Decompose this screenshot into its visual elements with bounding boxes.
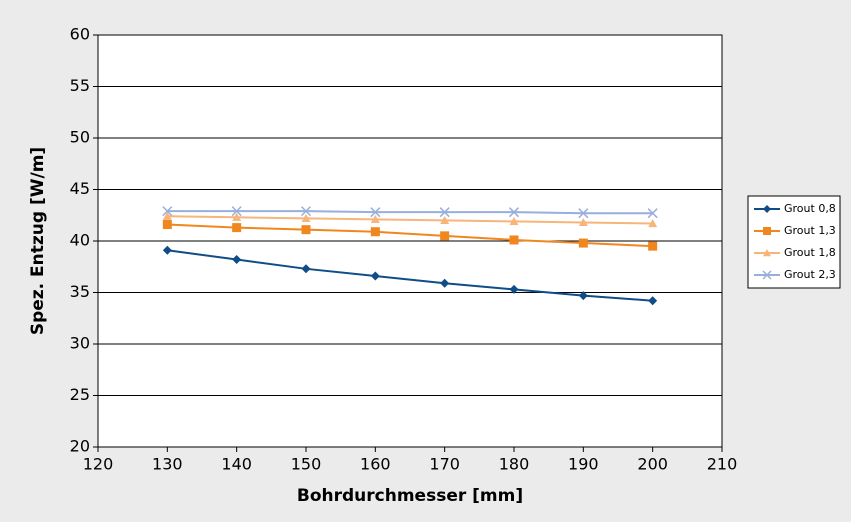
marker [648,218,658,228]
marker [370,271,380,281]
marker [300,206,312,217]
marker [439,207,450,218]
marker [162,220,172,230]
marker [370,207,381,218]
marker [578,238,588,248]
marker [162,245,172,255]
y-tick-label: 50 [70,128,90,147]
y-tick-label: 25 [70,385,90,404]
legend-box [747,195,841,289]
marker [440,215,450,224]
x-tick-label: 200 [637,455,668,474]
x-tick-label: 150 [291,455,322,474]
series-line [167,223,653,248]
series-line [167,249,653,302]
x-axis-title: Bohrdurchmesser [mm] [297,486,523,506]
legend-label: Grout 2,3 [784,268,836,281]
legend-label: Grout 1,3 [784,224,836,237]
marker [440,278,450,288]
series-line [167,215,653,225]
legend-marker [763,205,771,213]
marker [648,296,658,306]
y-tick-label: 40 [70,231,90,250]
marker [301,225,311,235]
marker [232,212,242,221]
y-tick-label: 30 [70,334,90,353]
series-line [167,210,653,215]
legend-marker [763,227,771,235]
y-axis-title: Spez. Entzug [W/m] [28,147,48,335]
y-tick-label: 60 [70,25,90,44]
legend-marker [763,249,771,257]
marker [509,235,519,245]
marker [578,208,589,219]
x-tick-label: 210 [707,455,738,474]
legend-label: Grout 1,8 [784,246,836,259]
marker [301,264,311,274]
y-tick-label: 55 [70,76,90,95]
y-tick-label: 35 [70,282,90,301]
marker [509,284,519,294]
marker [232,255,242,265]
marker [370,214,380,223]
x-tick-label: 140 [221,455,252,474]
marker [370,227,380,237]
marker [648,241,658,251]
marker [440,231,450,241]
legend-marker [762,270,772,280]
x-tick-label: 120 [83,455,114,474]
marker [162,211,172,220]
x-tick-label: 180 [499,455,530,474]
marker [578,217,588,227]
marker [162,206,173,217]
y-tick-label: 45 [70,179,90,198]
marker [578,291,588,301]
marker [301,213,311,222]
y-tick-label: 20 [70,437,90,456]
x-tick-label: 190 [568,455,599,474]
marker [647,208,658,219]
marker [232,223,242,233]
x-tick-label: 130 [152,455,183,474]
marker [508,207,520,218]
x-tick-label: 170 [429,455,460,474]
marker [231,206,242,217]
legend-label: Grout 0,8 [784,202,836,215]
marker [509,216,519,226]
x-tick-label: 160 [360,455,391,474]
